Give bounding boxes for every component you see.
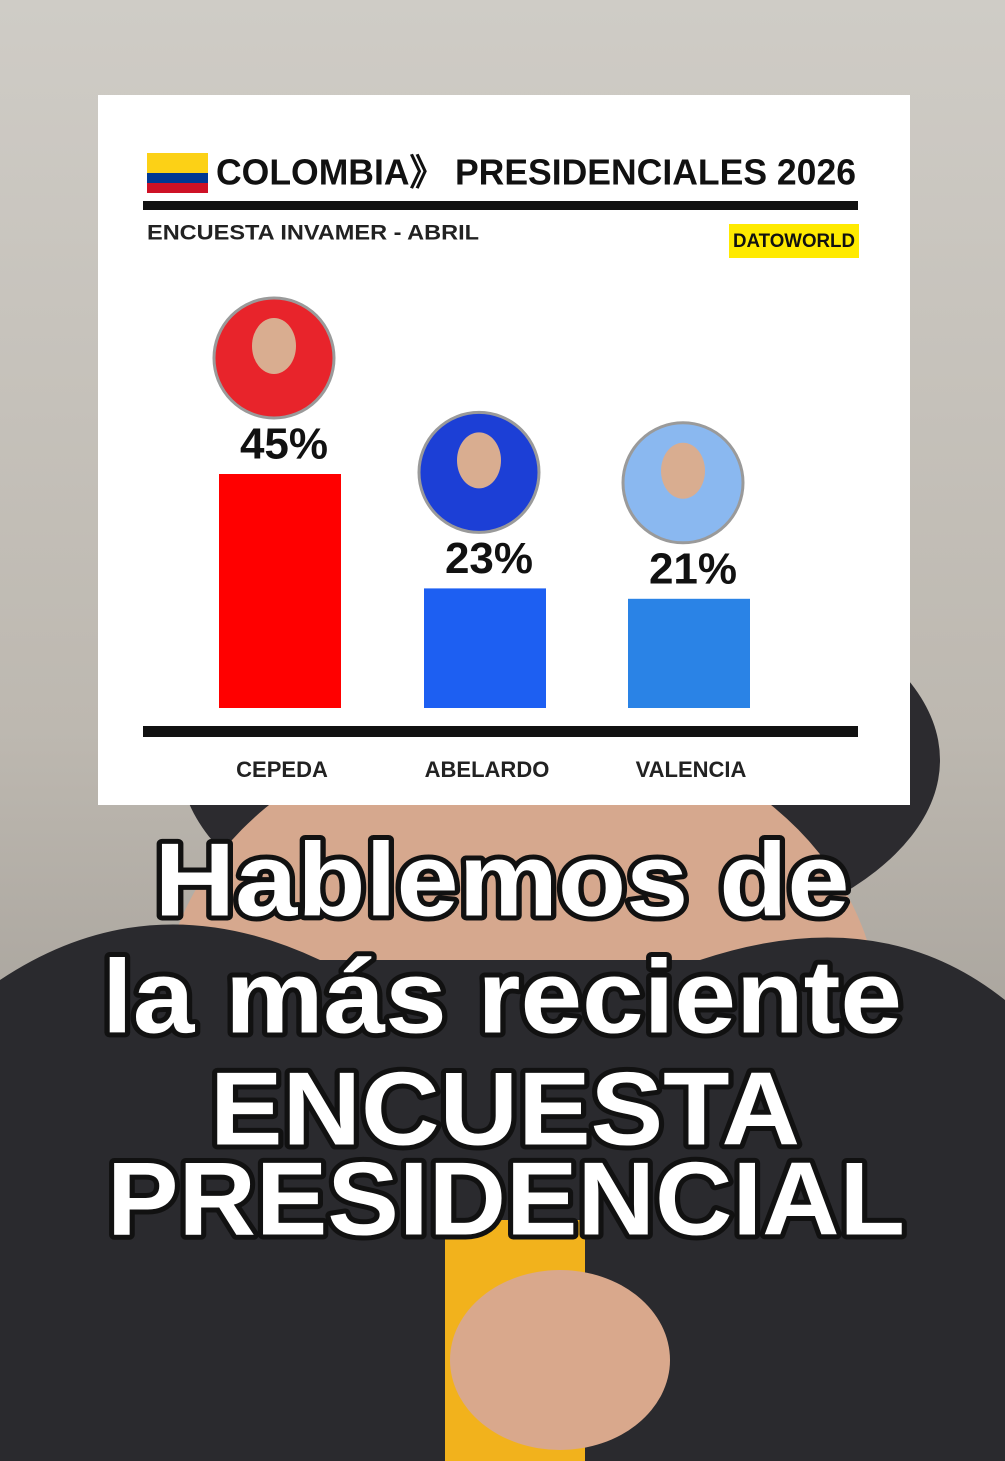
- x-tick-label: ABELARDO: [425, 757, 550, 782]
- flag-red: [147, 183, 208, 193]
- value-label: 21%: [649, 544, 737, 593]
- hand: [450, 1270, 670, 1450]
- bar: [424, 588, 546, 708]
- brand: DATOWORLD: [733, 231, 855, 252]
- avatar-face: [457, 432, 501, 489]
- title-rule: [143, 201, 858, 210]
- bar: [219, 474, 341, 708]
- caption-line: PRESIDENCIAL: [107, 1141, 905, 1257]
- jacket: [0, 924, 1005, 1461]
- caption: Hablemos de la más reciente ENCUESTA PRE…: [97, 817, 910, 1262]
- bar: [628, 598, 750, 708]
- x-tick-label: VALENCIA: [636, 757, 747, 782]
- chart-subtitle: ENCUESTA INVAMER - ABRIL: [147, 222, 479, 245]
- x-axis: [143, 726, 858, 737]
- x-tick-label: CEPEDA: [236, 757, 328, 782]
- avatar-face: [661, 442, 705, 499]
- flag-yellow: [147, 153, 208, 173]
- caption-line: ENCUESTA: [210, 1051, 800, 1167]
- value-label: 23%: [445, 534, 533, 583]
- chart-title: COLOMBIA》 PRESIDENCIALES 2026: [216, 152, 856, 193]
- flag-blue: [147, 173, 208, 183]
- caption-line: la más reciente: [102, 939, 902, 1055]
- brand-box: [729, 224, 859, 258]
- value-label: 45%: [240, 420, 328, 469]
- avatar-face: [252, 318, 296, 374]
- caption-line: Hablemos de: [155, 822, 850, 938]
